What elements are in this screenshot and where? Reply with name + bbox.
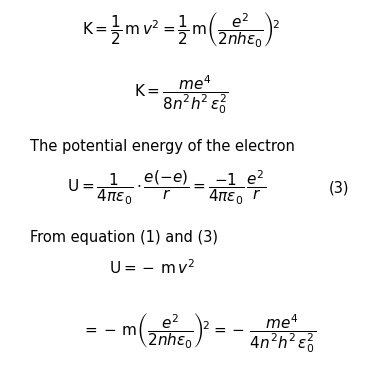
- Text: $\mathrm{U} = \dfrac{1}{4\pi\varepsilon_{0}}\cdot\dfrac{e(-e)}{r} = \dfrac{-1}{4: $\mathrm{U} = \dfrac{1}{4\pi\varepsilon_…: [67, 169, 266, 207]
- Text: $\mathrm{K} = \dfrac{me^{4}}{8n^{2}h^{2}\,\varepsilon_{0}^{2}}$: $\mathrm{K} = \dfrac{me^{4}}{8n^{2}h^{2}…: [134, 73, 228, 116]
- Text: (3): (3): [329, 180, 350, 196]
- Text: The potential energy of the electron: The potential energy of the electron: [30, 139, 295, 154]
- Text: $= -\, \mathrm{m}\left(\dfrac{e^{2}}{2nh\varepsilon_{0}}\right)^{\!2} = -\,\dfra: $= -\, \mathrm{m}\left(\dfrac{e^{2}}{2nh…: [82, 311, 316, 355]
- Text: From equation (1) and (3): From equation (1) and (3): [30, 230, 218, 245]
- Text: $\mathrm{U} = -\, \mathrm{m}\, v^{2}$: $\mathrm{U} = -\, \mathrm{m}\, v^{2}$: [109, 258, 195, 277]
- Text: $\mathrm{K} = \dfrac{1}{2}\, \mathrm{m}\, v^{2} = \dfrac{1}{2}\, \mathrm{m} \lef: $\mathrm{K} = \dfrac{1}{2}\, \mathrm{m}\…: [82, 10, 280, 49]
